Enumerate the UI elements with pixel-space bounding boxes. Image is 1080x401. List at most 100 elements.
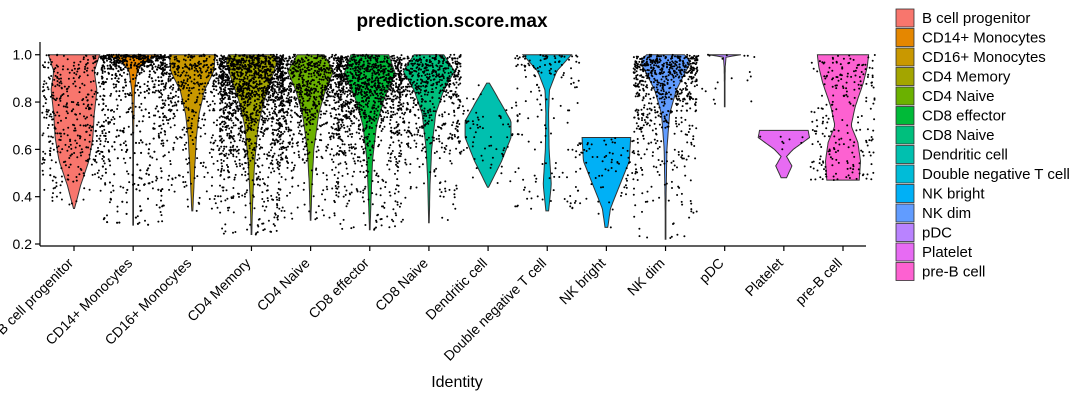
data-point (280, 148, 283, 151)
data-point (258, 111, 261, 114)
data-point (316, 62, 319, 65)
data-point (310, 141, 313, 144)
data-point (147, 87, 150, 90)
data-point (71, 109, 73, 112)
data-point (248, 138, 251, 140)
data-point (231, 126, 234, 129)
data-point (77, 101, 79, 104)
data-point (382, 60, 385, 63)
data-point (127, 125, 130, 128)
data-point (228, 206, 231, 209)
data-point (188, 157, 190, 160)
data-point (334, 75, 337, 78)
data-point (386, 109, 389, 112)
data-point (216, 160, 219, 162)
data-point (400, 202, 402, 205)
data-point (286, 94, 289, 97)
data-point (126, 148, 129, 151)
data-point (291, 145, 294, 148)
data-point (161, 188, 164, 191)
data-point (221, 227, 224, 230)
data-point (120, 75, 123, 77)
data-point (41, 64, 44, 67)
data-point (184, 63, 187, 66)
data-point (137, 184, 140, 186)
data-point (335, 113, 338, 116)
data-point (78, 91, 81, 94)
data-point (282, 140, 285, 143)
data-point (47, 109, 50, 112)
data-point (167, 79, 170, 81)
data-point (193, 69, 196, 72)
data-point (73, 124, 76, 127)
data-point (79, 112, 81, 115)
data-point (128, 181, 131, 184)
data-point (239, 71, 242, 74)
data-point (85, 107, 88, 110)
data-point (104, 132, 107, 135)
data-point (220, 90, 222, 93)
data-point (246, 96, 249, 99)
data-point (115, 90, 118, 93)
data-point (248, 140, 250, 143)
data-point (112, 68, 115, 71)
data-point (229, 117, 232, 120)
data-point (184, 82, 187, 85)
data-point (174, 101, 177, 104)
data-point (122, 157, 125, 160)
data-point (227, 117, 229, 120)
data-point (60, 175, 63, 178)
data-point (113, 60, 116, 62)
data-point (334, 53, 337, 56)
data-point (277, 71, 279, 74)
data-point (163, 102, 166, 105)
data-point (221, 81, 224, 84)
data-point (104, 55, 107, 57)
data-point (49, 113, 52, 116)
data-point (365, 136, 368, 139)
data-point (314, 116, 317, 119)
data-point (52, 91, 55, 94)
data-point (137, 53, 140, 56)
data-point (302, 100, 305, 103)
data-point (219, 75, 222, 78)
data-point (74, 127, 77, 130)
data-point (67, 77, 70, 80)
data-point (381, 93, 384, 96)
data-point (355, 131, 358, 134)
data-point (316, 128, 319, 131)
data-point (375, 193, 378, 196)
data-point (230, 135, 233, 138)
data-point (151, 91, 154, 94)
data-point (389, 160, 392, 163)
data-point (193, 177, 196, 180)
data-point (105, 137, 107, 140)
data-point (300, 112, 303, 115)
data-point (118, 90, 121, 93)
data-point (168, 188, 171, 191)
data-point (236, 77, 238, 80)
data-point (263, 106, 266, 108)
data-point (239, 80, 241, 83)
data-point (127, 110, 130, 113)
data-point (68, 71, 71, 74)
data-point (235, 117, 238, 120)
data-point (110, 55, 113, 58)
data-point (226, 164, 228, 166)
data-point (138, 66, 141, 68)
data-point (314, 107, 317, 110)
data-point (280, 156, 283, 159)
data-point (152, 63, 155, 66)
data-point (331, 91, 334, 94)
data-point (55, 185, 58, 188)
data-point (291, 137, 294, 140)
data-point (241, 173, 243, 176)
data-point (242, 65, 245, 68)
data-point (263, 200, 266, 203)
data-point (219, 174, 222, 177)
data-point (232, 112, 235, 115)
data-point (113, 61, 116, 64)
data-point (361, 54, 364, 57)
data-point (220, 162, 223, 165)
data-point (284, 88, 287, 91)
